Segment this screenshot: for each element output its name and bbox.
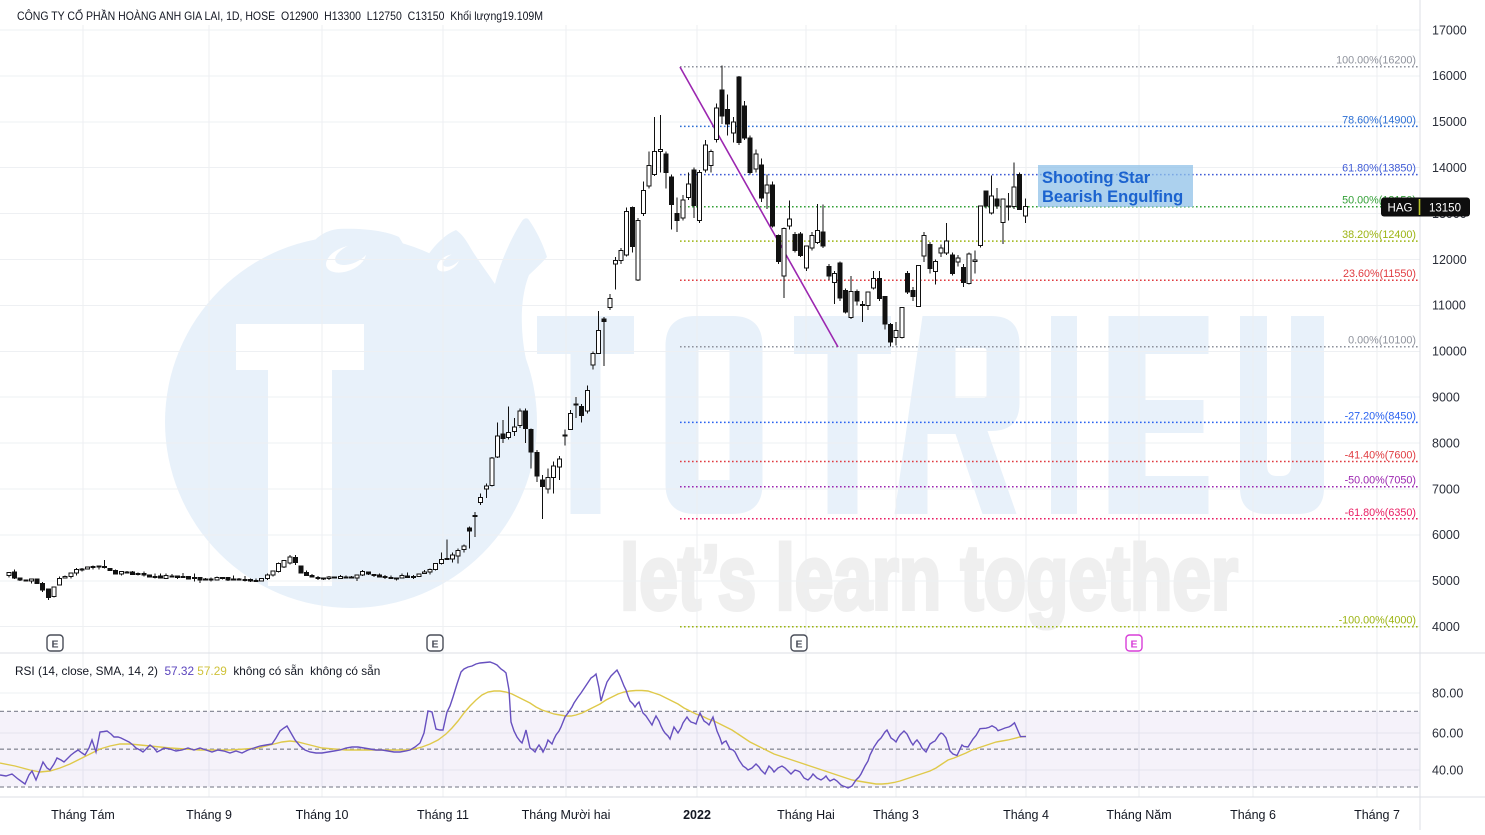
svg-text:61.80%(13850): 61.80%(13850) (1342, 163, 1416, 175)
svg-text:Tháng 10: Tháng 10 (296, 808, 349, 822)
svg-text:5000: 5000 (1432, 574, 1460, 588)
svg-text:9000: 9000 (1432, 391, 1460, 405)
svg-text:Tháng 4: Tháng 4 (1003, 808, 1049, 822)
svg-text:-50.00%(7050): -50.00%(7050) (1345, 475, 1416, 487)
svg-text:0.00%(10100): 0.00%(10100) (1348, 335, 1416, 347)
svg-text:100.00%(16200): 100.00%(16200) (1336, 55, 1416, 67)
svg-text:80.00: 80.00 (1432, 686, 1463, 700)
svg-text:11000: 11000 (1432, 299, 1466, 313)
svg-text:13150: 13150 (1429, 203, 1461, 215)
svg-text:-27.20%(8450): -27.20%(8450) (1345, 410, 1416, 422)
svg-text:Tháng 11: Tháng 11 (417, 808, 469, 822)
svg-text:E: E (431, 639, 438, 651)
svg-text:38.20%(12400): 38.20%(12400) (1342, 229, 1416, 241)
svg-text:40.00: 40.00 (1432, 763, 1463, 777)
svg-text:Tháng 7: Tháng 7 (1354, 808, 1400, 822)
svg-text:E: E (51, 639, 58, 651)
svg-text:Tháng 3: Tháng 3 (873, 808, 919, 822)
svg-text:CÔNG TY CỔ PHẦN HOÀNG ANH GIA: CÔNG TY CỔ PHẦN HOÀNG ANH GIA LAI, 1D, H… (17, 8, 543, 23)
svg-text:14000: 14000 (1432, 161, 1467, 175)
svg-text:Tháng Hai: Tháng Hai (777, 808, 835, 822)
svg-text:10000: 10000 (1432, 345, 1467, 359)
svg-text:8000: 8000 (1432, 436, 1460, 450)
svg-text:16000: 16000 (1432, 69, 1467, 83)
svg-text:-61.80%(6350): -61.80%(6350) (1345, 507, 1416, 519)
svg-text:23.60%(11550): 23.60%(11550) (1343, 268, 1416, 280)
svg-text:-41.40%(7600): -41.40%(7600) (1345, 450, 1416, 462)
svg-text:Shooting Star: Shooting Star (1042, 169, 1151, 187)
svg-text:2022: 2022 (683, 808, 711, 822)
svg-text:E: E (1130, 639, 1137, 651)
svg-text:-100.00%(4000): -100.00%(4000) (1339, 615, 1416, 627)
svg-text:let’s learn together: let’s learn together (620, 527, 1238, 629)
svg-text:Tháng Tám: Tháng Tám (51, 808, 115, 822)
svg-text:12000: 12000 (1432, 253, 1467, 267)
svg-text:E: E (795, 639, 802, 651)
svg-text:4000: 4000 (1432, 620, 1460, 634)
svg-text:60.00: 60.00 (1432, 726, 1463, 740)
svg-text:Tháng Năm: Tháng Năm (1106, 808, 1171, 822)
svg-text:78.60%(14900): 78.60%(14900) (1342, 114, 1416, 126)
svg-text:7000: 7000 (1432, 482, 1460, 496)
svg-text:Bearish Engulfing: Bearish Engulfing (1042, 188, 1183, 206)
svg-text:Tháng Mười hai: Tháng Mười hai (522, 808, 611, 822)
svg-text:Tháng 6: Tháng 6 (1230, 808, 1276, 822)
svg-text:17000: 17000 (1432, 23, 1467, 37)
svg-text:6000: 6000 (1432, 528, 1460, 542)
svg-text:RSI (14, close, SMA, 14, 2) 5: RSI (14, close, SMA, 14, 2) 57.32 57.29 … (15, 664, 380, 678)
svg-text:15000: 15000 (1432, 115, 1467, 129)
svg-text:Tháng 9: Tháng 9 (186, 808, 232, 822)
svg-text:HAG: HAG (1388, 203, 1413, 215)
